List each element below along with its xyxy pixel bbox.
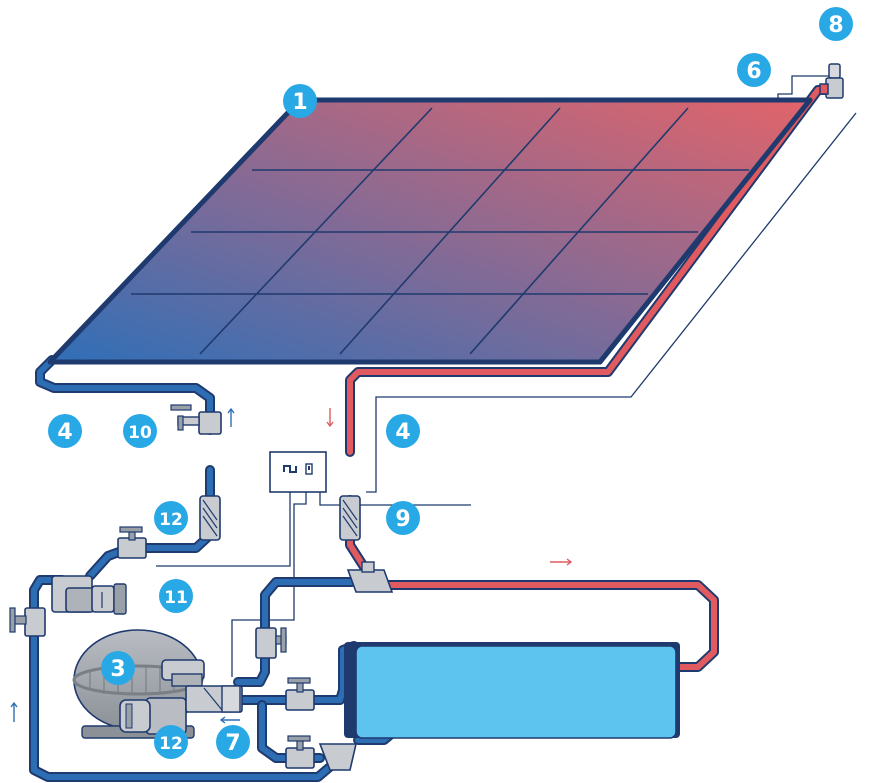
label-12-supply: 12 <box>154 501 188 535</box>
label-1: 1 <box>283 84 317 118</box>
label-3: 3 <box>101 651 135 685</box>
solar-controller[interactable] <box>269 451 327 493</box>
controller-wire-9 <box>319 491 471 506</box>
three-way-valve[interactable] <box>51 575 127 615</box>
svg-text:1: 1 <box>292 90 307 115</box>
controller-wire-11 <box>156 491 291 567</box>
svg-text:10: 10 <box>128 423 152 443</box>
label-9: 9 <box>386 501 420 535</box>
svg-text:6: 6 <box>746 59 761 84</box>
sensor-wire-return <box>366 112 857 493</box>
svg-text:11: 11 <box>164 588 188 608</box>
arrow-icon <box>227 407 235 427</box>
ball-valve-supply[interactable] <box>117 526 147 559</box>
pool-inlet-valve-upper[interactable] <box>285 677 315 711</box>
svg-text:9: 9 <box>395 507 410 532</box>
svg-text:4: 4 <box>57 420 72 445</box>
svg-text:8: 8 <box>828 13 843 38</box>
y-fitting-pool <box>318 743 358 771</box>
label-11: 11 <box>159 579 193 613</box>
label-10: 10 <box>123 414 157 448</box>
label-8: 8 <box>819 7 853 41</box>
label-4-return: 4 <box>386 414 420 448</box>
bypass-valve-left[interactable] <box>9 607 46 637</box>
label-12-pump: 12 <box>154 725 188 759</box>
svg-text:12: 12 <box>159 734 183 754</box>
swimming-pool <box>344 642 680 739</box>
control-wires <box>156 75 857 677</box>
sensor-wire-panel <box>777 75 838 103</box>
solar-collector-panel <box>47 97 813 365</box>
panel-grid <box>131 107 749 355</box>
svg-text:4: 4 <box>395 420 410 445</box>
label-7: 7 <box>216 725 250 759</box>
vacuum-relief-valve[interactable] <box>819 63 844 99</box>
svg-text:3: 3 <box>110 657 125 682</box>
component-labels: 1 3 4 4 6 7 8 9 <box>48 7 853 759</box>
svg-text:7: 7 <box>225 731 240 756</box>
controller-wire-pool <box>231 491 307 677</box>
label-6: 6 <box>737 53 771 87</box>
pool-inlet-valve-lower[interactable] <box>285 735 315 769</box>
arrow-icon <box>326 408 334 428</box>
check-valve-return[interactable] <box>339 495 361 541</box>
panel-isolation-valve[interactable] <box>170 404 222 435</box>
controller-icon <box>283 463 313 475</box>
arrow-icon <box>10 701 18 722</box>
svg-text:12: 12 <box>159 510 183 530</box>
label-4-supply: 4 <box>48 414 82 448</box>
arrow-icon <box>550 558 573 566</box>
pool-pump <box>119 659 243 735</box>
y-fitting-return <box>346 561 394 593</box>
arrow-icon <box>219 716 240 724</box>
pump-outlet-valve[interactable] <box>255 627 287 659</box>
flow-arrows <box>10 407 573 724</box>
check-valve-supply[interactable] <box>199 495 221 541</box>
